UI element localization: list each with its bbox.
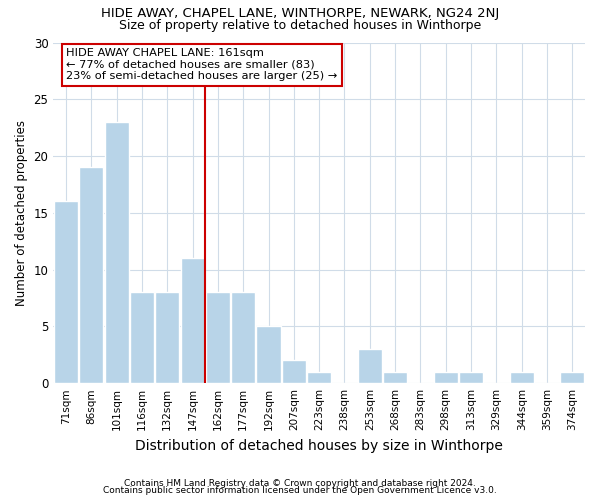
Bar	[256, 326, 281, 383]
Y-axis label: Number of detached properties: Number of detached properties	[15, 120, 28, 306]
Text: Contains public sector information licensed under the Open Government Licence v3: Contains public sector information licen…	[103, 486, 497, 495]
Bar	[181, 258, 205, 383]
Text: HIDE AWAY CHAPEL LANE: 161sqm
← 77% of detached houses are smaller (83)
23% of s: HIDE AWAY CHAPEL LANE: 161sqm ← 77% of d…	[66, 48, 337, 82]
Bar	[282, 360, 306, 383]
Bar	[560, 372, 584, 383]
Bar	[206, 292, 230, 383]
Bar	[434, 372, 458, 383]
X-axis label: Distribution of detached houses by size in Winthorpe: Distribution of detached houses by size …	[135, 438, 503, 452]
Text: Contains HM Land Registry data © Crown copyright and database right 2024.: Contains HM Land Registry data © Crown c…	[124, 478, 476, 488]
Text: HIDE AWAY, CHAPEL LANE, WINTHORPE, NEWARK, NG24 2NJ: HIDE AWAY, CHAPEL LANE, WINTHORPE, NEWAR…	[101, 8, 499, 20]
Bar	[155, 292, 179, 383]
Bar	[358, 349, 382, 383]
Bar	[307, 372, 331, 383]
Bar	[130, 292, 154, 383]
Bar	[79, 168, 103, 383]
Bar	[104, 122, 128, 383]
Bar	[509, 372, 534, 383]
Text: Size of property relative to detached houses in Winthorpe: Size of property relative to detached ho…	[119, 19, 481, 32]
Bar	[459, 372, 483, 383]
Bar	[231, 292, 255, 383]
Bar	[383, 372, 407, 383]
Bar	[54, 202, 78, 383]
